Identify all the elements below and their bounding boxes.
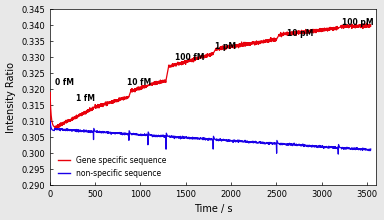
Text: 10 fM: 10 fM bbox=[127, 79, 151, 87]
Text: 1 pM: 1 pM bbox=[215, 42, 236, 51]
Text: 100 fM: 100 fM bbox=[175, 53, 204, 62]
Y-axis label: Intensity Ratio: Intensity Ratio bbox=[5, 62, 16, 132]
X-axis label: Time / s: Time / s bbox=[194, 204, 232, 214]
Legend: Gene specific sequence, non-specific sequence: Gene specific sequence, non-specific seq… bbox=[57, 155, 168, 180]
Text: 10 pM: 10 pM bbox=[287, 29, 314, 38]
Text: 1 fM: 1 fM bbox=[76, 94, 95, 103]
Text: 100 pM: 100 pM bbox=[342, 18, 373, 27]
Text: 0 fM: 0 fM bbox=[55, 79, 74, 87]
